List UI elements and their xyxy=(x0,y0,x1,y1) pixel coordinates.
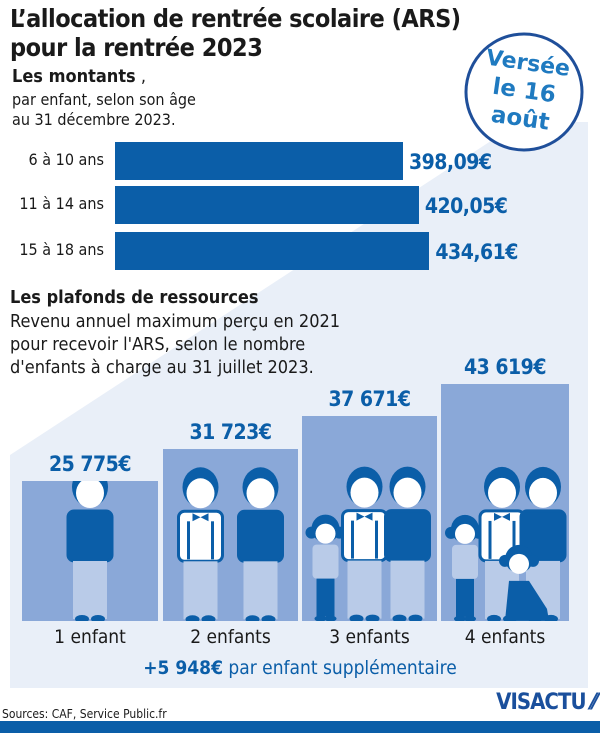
ceiling-value: 37 671€ xyxy=(328,387,411,412)
age-label: 6 à 10 ans xyxy=(28,150,104,169)
ceiling-value: 43 619€ xyxy=(464,355,546,380)
amount-value: 434,61€ xyxy=(435,240,518,264)
adult-figure-icon xyxy=(341,466,388,621)
amount-value: 398,09€ xyxy=(409,150,492,174)
adult-figure-icon xyxy=(66,481,114,621)
amount-value: 420,05€ xyxy=(424,194,508,218)
children-count-label: 3 enfants xyxy=(329,626,410,648)
payment-date-stamp: Versée le 16 août xyxy=(458,28,586,156)
adult-figure-icon xyxy=(237,466,284,621)
source: Sources: CAF, Service Public.fr xyxy=(2,707,167,721)
children-count-label: 1 enfant xyxy=(54,626,126,648)
amounts-description: par enfant, selon son âge au 31 décembre … xyxy=(12,90,196,129)
visactu-logo: VISACTU ⁄⁄ xyxy=(496,690,597,715)
page-title: L’allocation de rentrée scolaire (ARS) p… xyxy=(10,4,461,62)
ceiling-column xyxy=(302,416,437,621)
ceilings-description: Revenu annuel maximum perçu en 2021 pour … xyxy=(10,311,341,378)
ceiling-value: 31 723€ xyxy=(189,419,272,444)
ceiling-column xyxy=(163,448,298,621)
age-label: 15 à 18 ans xyxy=(19,240,104,259)
amounts-heading: Les montants , xyxy=(12,66,146,87)
children-count-label: 2 enfants xyxy=(190,626,271,648)
amount-bar xyxy=(115,142,403,180)
extra-child-note: +5 948€ par enfant supplémentaire xyxy=(143,657,457,679)
footer-band xyxy=(0,721,600,733)
ceiling-column xyxy=(441,384,569,621)
age-label: 11 à 14 ans xyxy=(19,194,104,213)
ceiling-column xyxy=(22,481,158,621)
amount-bar xyxy=(115,232,430,270)
adult-figure-icon xyxy=(177,466,224,621)
amount-bar xyxy=(115,186,419,224)
sitting-child-icon xyxy=(499,544,549,621)
family-illustration xyxy=(445,466,567,621)
child-figure-icon xyxy=(445,514,485,621)
children-count-label: 4 enfants xyxy=(464,626,546,648)
ceilings-heading: Les plafonds de ressources xyxy=(10,287,259,308)
family-illustration xyxy=(66,481,114,621)
family-illustration xyxy=(305,466,431,621)
ceiling-value: 25 775€ xyxy=(49,452,131,476)
adult-figure-icon xyxy=(384,466,431,621)
child-figure-icon xyxy=(305,514,346,621)
family-illustration xyxy=(177,466,284,621)
